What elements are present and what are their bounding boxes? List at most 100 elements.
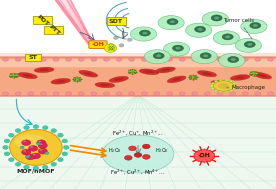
Ellipse shape [51,129,57,132]
Ellipse shape [119,44,124,47]
Ellipse shape [225,36,230,38]
Ellipse shape [179,92,185,95]
FancyBboxPatch shape [0,57,276,96]
Ellipse shape [9,133,14,137]
Ellipse shape [33,125,39,129]
Ellipse shape [24,126,29,129]
Ellipse shape [247,43,252,46]
Ellipse shape [217,92,223,95]
Ellipse shape [170,20,175,23]
Ellipse shape [28,92,34,95]
Ellipse shape [219,79,223,82]
Text: SDT: SDT [109,19,123,24]
Ellipse shape [172,78,181,81]
Ellipse shape [142,144,150,149]
Ellipse shape [142,32,147,35]
Ellipse shape [222,34,233,40]
Ellipse shape [43,126,48,129]
Ellipse shape [139,69,159,75]
Ellipse shape [91,58,97,61]
Ellipse shape [15,58,21,61]
Ellipse shape [128,69,137,74]
Ellipse shape [129,58,135,61]
Ellipse shape [189,75,197,80]
Ellipse shape [23,141,26,142]
Ellipse shape [250,71,258,76]
Ellipse shape [30,146,33,148]
Ellipse shape [129,146,136,151]
Text: Fe$^{3+}$, Cu$^{2+}$, Mn$^{4+}$...: Fe$^{3+}$, Cu$^{2+}$, Mn$^{4+}$... [110,168,166,176]
Ellipse shape [124,155,132,160]
Ellipse shape [230,92,236,95]
Ellipse shape [202,12,229,26]
Ellipse shape [161,69,170,71]
Ellipse shape [211,82,215,85]
Ellipse shape [102,135,174,173]
Ellipse shape [142,155,150,159]
Ellipse shape [37,140,46,146]
Ellipse shape [214,80,218,83]
Ellipse shape [230,58,236,61]
Text: ·OH: ·OH [198,153,211,158]
Ellipse shape [40,143,43,145]
Text: ☠: ☠ [106,43,115,53]
Ellipse shape [66,92,72,95]
Ellipse shape [197,71,217,77]
Ellipse shape [267,92,274,95]
Ellipse shape [204,92,210,95]
FancyBboxPatch shape [33,16,52,24]
Ellipse shape [79,70,98,77]
Ellipse shape [144,50,171,64]
Ellipse shape [195,26,206,32]
Text: H$_2$O$_2$: H$_2$O$_2$ [155,146,168,155]
Ellipse shape [3,146,8,149]
Ellipse shape [127,38,132,41]
Text: Macrophage: Macrophage [226,85,266,90]
FancyBboxPatch shape [44,26,63,34]
Ellipse shape [23,74,32,77]
Ellipse shape [192,92,198,95]
Ellipse shape [139,30,150,36]
Ellipse shape [242,58,248,61]
Ellipse shape [198,28,203,31]
Ellipse shape [38,141,41,142]
Ellipse shape [58,133,63,137]
Text: PDT: PDT [36,14,50,27]
Bar [0,94,276,189]
Ellipse shape [167,19,178,25]
Ellipse shape [53,58,59,61]
Ellipse shape [211,80,231,86]
Ellipse shape [4,152,10,156]
Ellipse shape [26,154,35,160]
Ellipse shape [10,129,62,165]
Ellipse shape [12,75,15,77]
Ellipse shape [15,162,21,166]
Ellipse shape [33,154,36,155]
Ellipse shape [218,83,229,89]
Ellipse shape [22,149,31,155]
Ellipse shape [104,92,110,95]
Ellipse shape [141,92,147,95]
Ellipse shape [228,57,239,63]
Ellipse shape [258,74,267,77]
Ellipse shape [95,82,115,88]
Ellipse shape [141,58,147,61]
Text: MOF/nMOF: MOF/nMOF [17,169,55,174]
Ellipse shape [156,67,175,73]
Ellipse shape [131,71,134,73]
Ellipse shape [25,155,30,158]
Ellipse shape [18,73,37,79]
Ellipse shape [253,24,258,27]
Ellipse shape [116,58,122,61]
Ellipse shape [153,53,164,59]
Ellipse shape [76,78,79,80]
Ellipse shape [217,58,223,61]
Ellipse shape [154,92,160,95]
Ellipse shape [224,90,228,93]
FancyBboxPatch shape [89,41,107,48]
Ellipse shape [104,58,110,61]
Ellipse shape [253,73,255,75]
Ellipse shape [191,50,217,64]
Ellipse shape [213,81,234,91]
Ellipse shape [166,58,172,61]
